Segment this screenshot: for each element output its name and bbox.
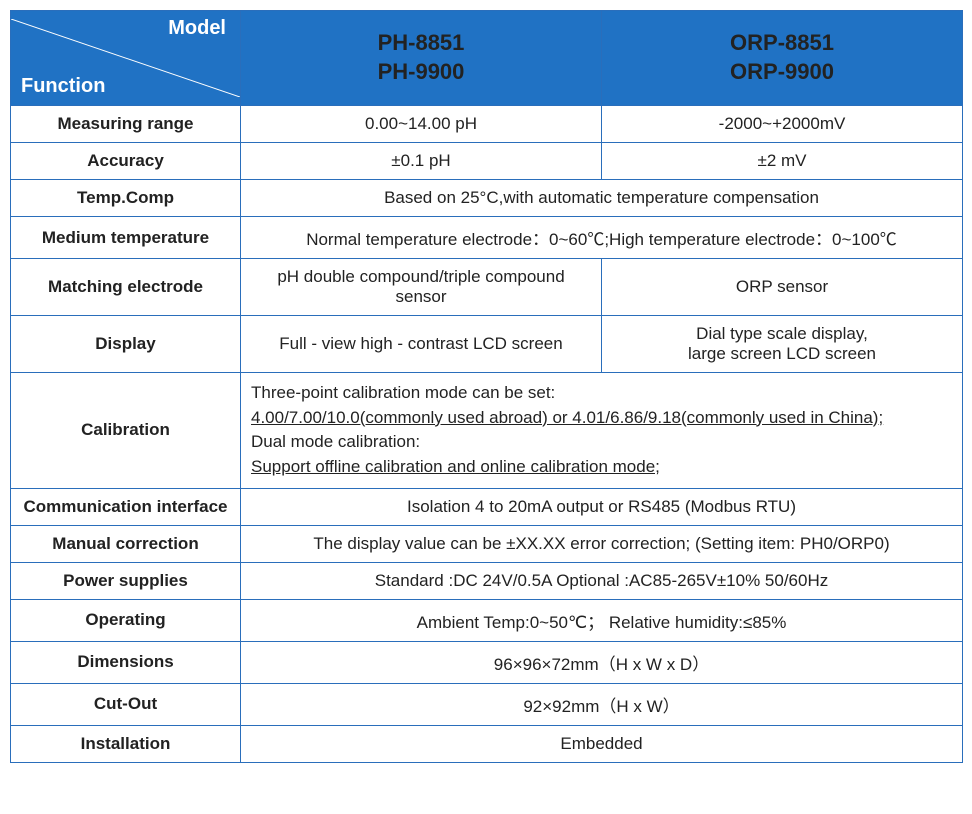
disp-col1: Full - view high - contrast LCD screen: [241, 316, 602, 373]
label-calibration: Calibration: [11, 373, 241, 489]
label-measuring-range: Measuring range: [11, 106, 241, 143]
col2-header-line1: ORP-8851: [730, 30, 834, 55]
row-cutout: Cut-Out 92×92mm（H x W）: [11, 683, 963, 725]
row-accuracy: Accuracy ±0.1 pH ±2 mV: [11, 143, 963, 180]
label-installation: Installation: [11, 725, 241, 762]
label-dimensions: Dimensions: [11, 641, 241, 683]
temp-comp-val: Based on 25°C,with automatic temperature…: [241, 180, 963, 217]
label-operating: Operating: [11, 599, 241, 641]
col2-header: ORP-8851 ORP-9900: [602, 11, 963, 106]
label-accuracy: Accuracy: [11, 143, 241, 180]
mr-col1: 0.00~14.00 pH: [241, 106, 602, 143]
label-power-supplies: Power supplies: [11, 562, 241, 599]
comm-if-val: Isolation 4 to 20mA output or RS485 (Mod…: [241, 488, 963, 525]
row-operating: Operating Ambient Temp:0~50℃； Relative h…: [11, 599, 963, 641]
operating-val: Ambient Temp:0~50℃； Relative humidity:≤8…: [241, 599, 963, 641]
row-installation: Installation Embedded: [11, 725, 963, 762]
power-val: Standard :DC 24V/0.5A Optional :AC85-265…: [241, 562, 963, 599]
row-measuring-range: Measuring range 0.00~14.00 pH -2000~+200…: [11, 106, 963, 143]
header-row: Model Function PH-8851 PH-9900 ORP-8851 …: [11, 11, 963, 106]
corner-header: Model Function: [11, 11, 241, 106]
label-display: Display: [11, 316, 241, 373]
row-medium-temp: Medium temperature Normal temperature el…: [11, 217, 963, 259]
row-matching-electrode: Matching electrode pH double compound/tr…: [11, 259, 963, 316]
disp-col2: Dial type scale display, large screen LC…: [602, 316, 963, 373]
disp-col2-line1: Dial type scale display,: [696, 324, 868, 343]
acc-col1: ±0.1 pH: [241, 143, 602, 180]
row-comm-interface: Communication interface Isolation 4 to 2…: [11, 488, 963, 525]
label-temp-comp: Temp.Comp: [11, 180, 241, 217]
col1-header: PH-8851 PH-9900: [241, 11, 602, 106]
cutout-val: 92×92mm（H x W）: [241, 683, 963, 725]
installation-val: Embedded: [241, 725, 963, 762]
mr-col2: -2000~+2000mV: [602, 106, 963, 143]
cal-line2: 4.00/7.00/10.0(commonly used abroad) or …: [251, 408, 883, 427]
cal-line3: Dual mode calibration:: [251, 432, 420, 451]
cal-line4: Support offline calibration and online c…: [251, 457, 660, 476]
calibration-val: Three-point calibration mode can be set:…: [241, 373, 963, 489]
spec-table: Model Function PH-8851 PH-9900 ORP-8851 …: [10, 10, 963, 763]
corner-model-label: Model: [168, 15, 226, 41]
col1-header-line2: PH-9900: [378, 59, 465, 84]
cal-line1: Three-point calibration mode can be set:: [251, 383, 555, 402]
row-calibration: Calibration Three-point calibration mode…: [11, 373, 963, 489]
me-col2: ORP sensor: [602, 259, 963, 316]
row-power-supplies: Power supplies Standard :DC 24V/0.5A Opt…: [11, 562, 963, 599]
label-comm-interface: Communication interface: [11, 488, 241, 525]
corner-function-label: Function: [21, 73, 105, 99]
label-matching-electrode: Matching electrode: [11, 259, 241, 316]
row-dimensions: Dimensions 96×96×72mm（H x W x D）: [11, 641, 963, 683]
me-col1: pH double compound/triple compound senso…: [241, 259, 602, 316]
row-temp-comp: Temp.Comp Based on 25°C,with automatic t…: [11, 180, 963, 217]
dimensions-val: 96×96×72mm（H x W x D）: [241, 641, 963, 683]
label-medium-temp: Medium temperature: [11, 217, 241, 259]
row-manual-correction: Manual correction The display value can …: [11, 525, 963, 562]
acc-col2: ±2 mV: [602, 143, 963, 180]
col1-header-line1: PH-8851: [378, 30, 465, 55]
label-cutout: Cut-Out: [11, 683, 241, 725]
label-manual-correction: Manual correction: [11, 525, 241, 562]
col2-header-line2: ORP-9900: [730, 59, 834, 84]
medium-temp-val: Normal temperature electrode：0~60℃;High …: [241, 217, 963, 259]
row-display: Display Full - view high - contrast LCD …: [11, 316, 963, 373]
disp-col2-line2: large screen LCD screen: [688, 344, 876, 363]
manual-corr-val: The display value can be ±XX.XX error co…: [241, 525, 963, 562]
